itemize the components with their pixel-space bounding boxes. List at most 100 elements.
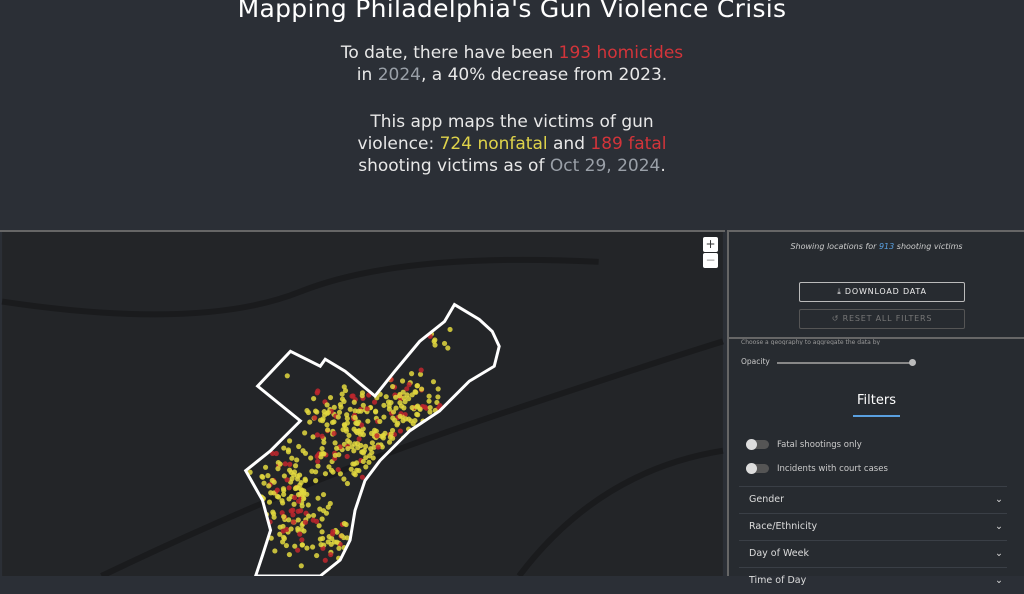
victim-dot	[369, 430, 375, 436]
victim-dot	[404, 386, 410, 392]
victim-dot	[359, 449, 365, 455]
zoom-out[interactable]: −	[703, 253, 718, 268]
victim-dot	[418, 367, 424, 373]
victim-dot	[287, 438, 293, 444]
victim-dot	[311, 396, 317, 402]
toggle-fatal[interactable]: Fatal shootings only	[746, 439, 862, 450]
victim-dot	[427, 405, 433, 411]
victim-dot	[345, 446, 351, 452]
victim-dot	[313, 518, 320, 524]
zoom-in[interactable]: +	[703, 237, 718, 252]
victim-dot	[313, 478, 319, 484]
victim-dot	[354, 467, 360, 473]
victim-dot	[319, 529, 325, 535]
toggle-court[interactable]: Incidents with court cases	[746, 463, 888, 474]
victim-dot	[285, 447, 291, 453]
victim-dot	[341, 476, 347, 482]
dropdown[interactable]: Race/Ethnicity ⌄	[739, 513, 1007, 539]
victim-dot	[349, 444, 355, 450]
victim-dot	[344, 415, 350, 422]
victim-dot	[297, 531, 303, 537]
victim-dot	[281, 514, 287, 520]
victim-dot	[339, 391, 345, 397]
victim-dot	[288, 508, 294, 514]
victim-dot	[279, 498, 285, 504]
victim-dot	[399, 378, 406, 384]
victim-dot	[299, 526, 305, 532]
victim-dot	[341, 398, 347, 405]
victim-dot	[409, 404, 415, 411]
victim-dot	[281, 491, 287, 498]
victim-dot	[321, 451, 327, 457]
victim-dot	[289, 455, 295, 461]
victim-dot	[277, 461, 283, 467]
text: in	[356, 65, 378, 85]
count: 913	[878, 242, 895, 251]
victim-dot	[302, 476, 308, 482]
victim-dot	[388, 400, 394, 406]
victim-dot	[432, 342, 438, 348]
victim-dot	[435, 394, 441, 400]
victim-dot	[413, 389, 419, 395]
victim-dot	[426, 398, 432, 404]
victim-dot	[415, 412, 421, 418]
victim-dot	[302, 450, 309, 456]
highlight: Oct 29, 2024	[549, 156, 661, 176]
victim-dot	[334, 539, 340, 545]
victim-dot	[317, 536, 323, 542]
victim-dot	[266, 483, 272, 489]
victim-dot	[388, 431, 394, 437]
victim-dot	[323, 510, 330, 516]
victim-dot	[302, 519, 309, 525]
victim-dot	[381, 402, 387, 408]
dropdown[interactable]: Gender ⌄	[739, 486, 1007, 512]
victim-dot	[373, 409, 379, 415]
victim-dot	[299, 542, 306, 548]
victim-dot	[337, 471, 344, 477]
about: This app maps the victims of gun violence…	[0, 111, 1024, 177]
intro: To date, there have been 193 homicides in…	[0, 42, 1024, 86]
victim-dot	[319, 445, 325, 452]
victim-dot	[437, 403, 443, 409]
victim-dot	[274, 487, 280, 493]
victim-dot	[317, 417, 324, 423]
victim-dot	[417, 371, 424, 377]
victim-dot	[284, 477, 290, 483]
victim-dot	[315, 458, 321, 465]
victim-dot	[305, 502, 311, 508]
victim-dot	[329, 535, 335, 541]
opacity-slider[interactable]	[777, 359, 916, 366]
dropdown[interactable]: Day of Week ⌄	[739, 540, 1007, 566]
victim-dot	[322, 557, 328, 563]
map[interactable]	[0, 230, 725, 576]
victim-dot	[319, 433, 325, 439]
victim-dot	[360, 458, 366, 465]
victim-dot	[403, 416, 409, 422]
text: and	[547, 134, 591, 154]
victim-dot	[397, 428, 403, 434]
city-boundary	[243, 302, 501, 576]
victim-dot	[295, 508, 301, 514]
victim-dot	[400, 389, 406, 395]
victim-dot	[295, 526, 301, 532]
victim-dot	[321, 409, 327, 415]
victim-dot	[419, 386, 425, 392]
victim-dot	[281, 487, 287, 494]
victim-dot	[275, 466, 281, 472]
victim-dot	[441, 340, 448, 347]
victim-dot	[338, 404, 344, 410]
victim-dot	[306, 513, 312, 519]
victim-dot	[332, 440, 338, 446]
reset-button[interactable]: ↺ RESET ALL FILTERS	[799, 309, 965, 329]
dropdown[interactable]: Time of Day ⌄	[739, 567, 1007, 593]
victim-dot	[351, 448, 357, 454]
victim-dot	[327, 394, 334, 401]
victim-dot	[286, 551, 292, 558]
victim-dot	[390, 409, 397, 415]
river	[1, 256, 724, 576]
divider	[729, 337, 1024, 339]
download-button[interactable]: ⤓ DOWNLOAD DATA	[799, 282, 965, 302]
victim-dot	[352, 414, 358, 421]
victim-dot	[312, 415, 318, 421]
victim-dot	[371, 444, 377, 450]
